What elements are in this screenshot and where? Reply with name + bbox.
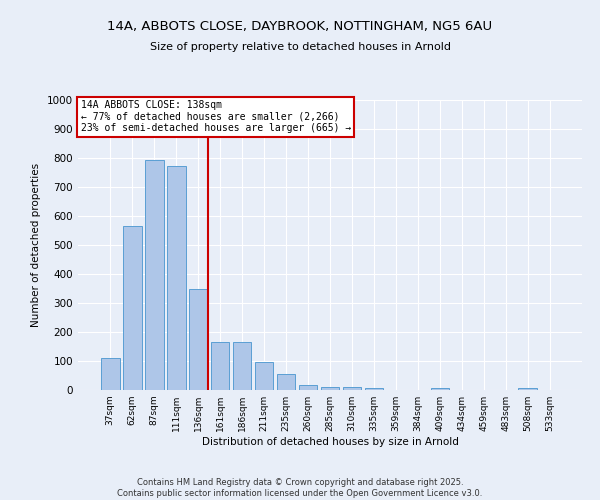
X-axis label: Distribution of detached houses by size in Arnold: Distribution of detached houses by size … [202,437,458,447]
Text: 14A, ABBOTS CLOSE, DAYBROOK, NOTTINGHAM, NG5 6AU: 14A, ABBOTS CLOSE, DAYBROOK, NOTTINGHAM,… [107,20,493,33]
Text: 14A ABBOTS CLOSE: 138sqm
← 77% of detached houses are smaller (2,266)
23% of sem: 14A ABBOTS CLOSE: 138sqm ← 77% of detach… [80,100,351,133]
Bar [343,387,361,390]
Bar [167,166,185,390]
Bar [518,388,537,390]
Y-axis label: Number of detached properties: Number of detached properties [31,163,41,327]
Bar [255,362,274,390]
Bar [277,374,295,390]
Bar [233,342,251,390]
Bar [365,388,383,390]
Bar [211,342,229,390]
Bar [101,358,119,390]
Text: Size of property relative to detached houses in Arnold: Size of property relative to detached ho… [149,42,451,52]
Bar [145,160,164,390]
Text: Contains HM Land Registry data © Crown copyright and database right 2025.
Contai: Contains HM Land Registry data © Crown c… [118,478,482,498]
Bar [299,385,317,390]
Bar [431,388,449,390]
Bar [189,288,208,390]
Bar [320,386,340,390]
Bar [123,226,142,390]
